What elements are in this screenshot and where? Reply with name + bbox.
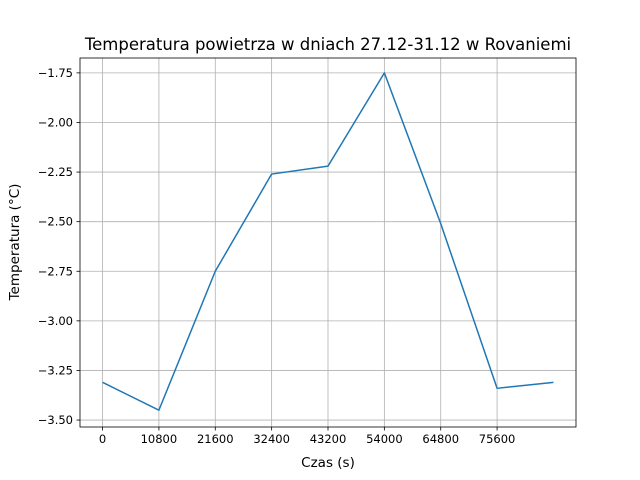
y-tick-label: −2.25	[38, 165, 73, 179]
y-tick-label: −2.75	[38, 264, 73, 278]
x-axis-ticks: 0 10800 21600 32400 43200 54000 64800 75600	[99, 427, 516, 446]
x-tick-label: 75600	[479, 432, 516, 446]
x-tick-label: 64800	[422, 432, 459, 446]
temperature-series-line	[102, 72, 554, 411]
y-tick-label: −3.00	[38, 314, 73, 328]
y-axis-ticks: −3.50 −3.25 −3.00 −2.75 −2.50 −2.25 −2.00 −1.75	[38, 66, 80, 427]
y-tick-label: −1.75	[38, 66, 73, 80]
y-tick-label: −3.50	[38, 413, 73, 427]
y-tick-label: −3.25	[38, 363, 73, 377]
x-tick-label: 32400	[253, 432, 290, 446]
y-tick-label: −2.50	[38, 215, 73, 229]
x-tick-label: 54000	[366, 432, 403, 446]
x-tick-label: 10800	[141, 432, 178, 446]
x-axis-label: Czas (s)	[301, 455, 355, 471]
y-axis-label: Temperatura (°C)	[7, 184, 23, 302]
x-tick-label: 0	[99, 432, 106, 446]
series-layer	[102, 72, 554, 411]
x-tick-label: 21600	[197, 432, 234, 446]
y-tick-label: −2.00	[38, 115, 73, 129]
grid-lines	[80, 58, 576, 427]
chart-title: Temperatura powietrza w dniach 27.12-31.…	[84, 35, 571, 54]
x-tick-label: 43200	[310, 432, 347, 446]
